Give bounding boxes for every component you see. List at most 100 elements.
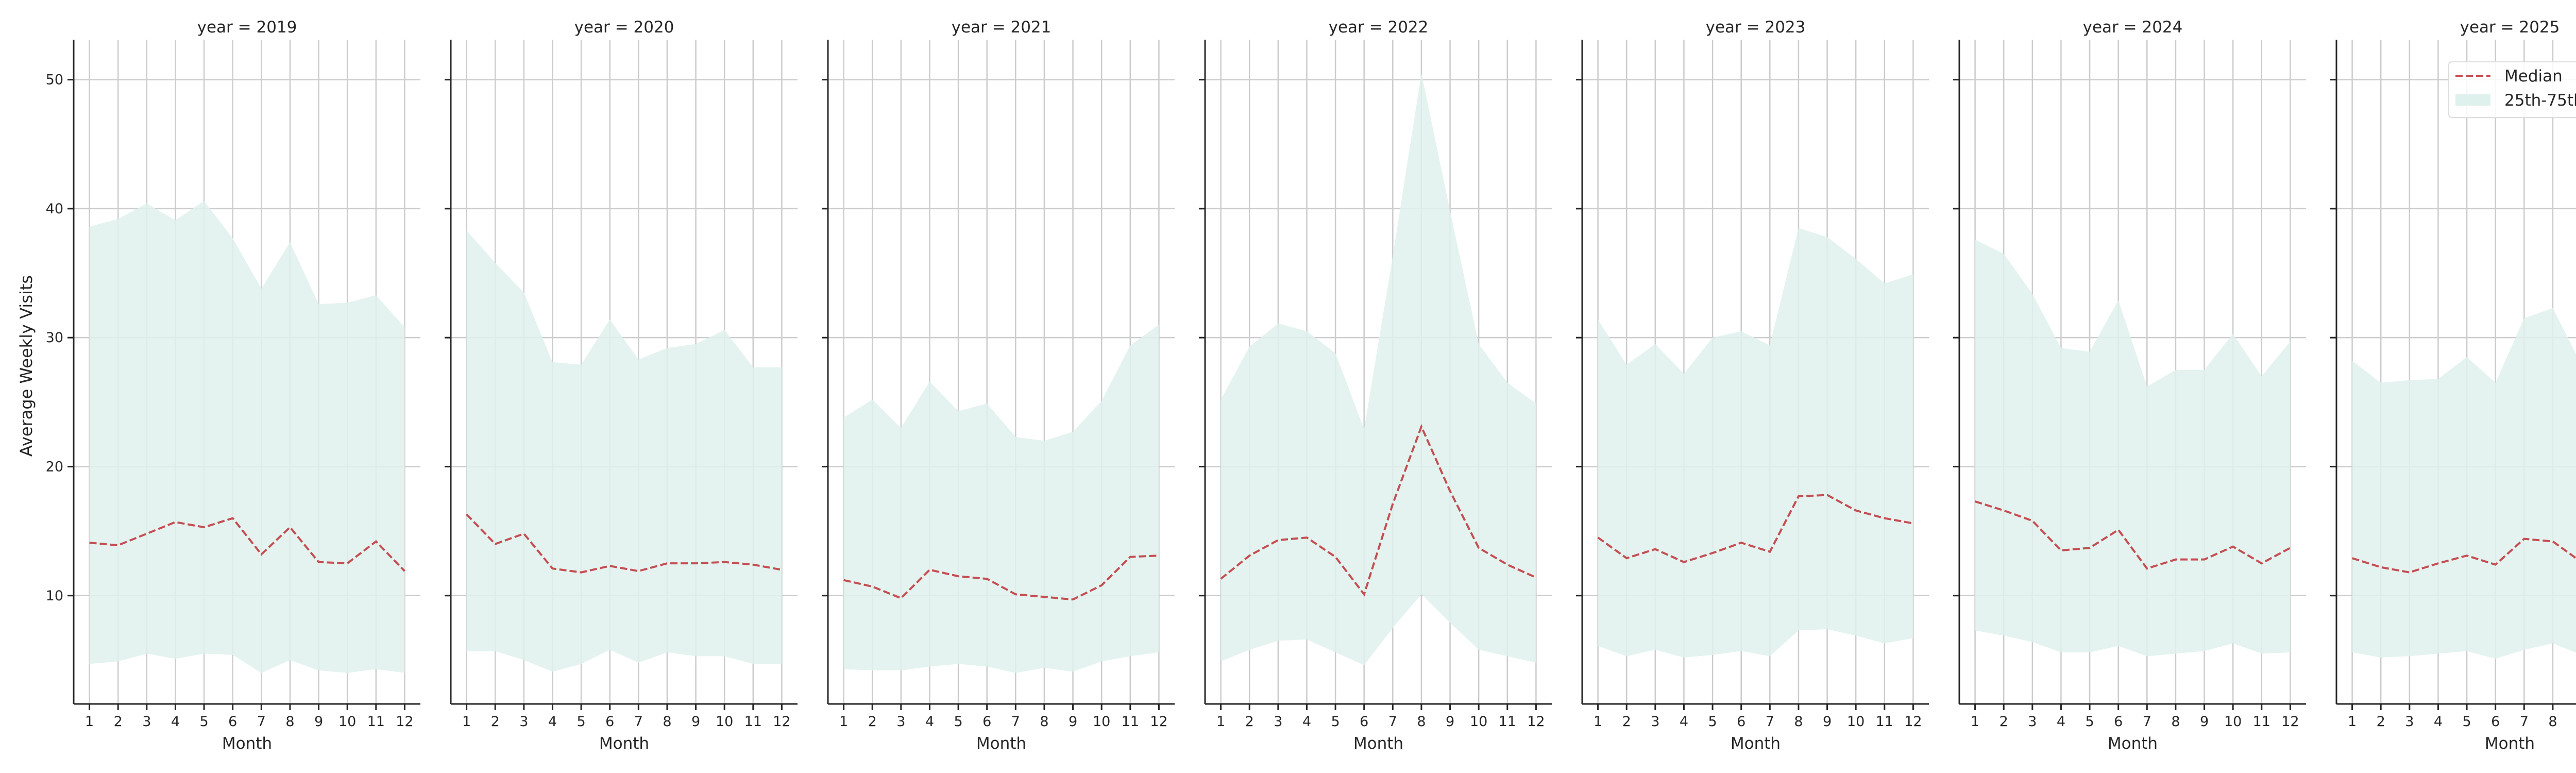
y-tick-label: 20 (46, 459, 63, 475)
x-tick-label: 12 (1150, 714, 1167, 730)
x-tick-label: 6 (1360, 714, 1368, 730)
x-tick-label: 12 (773, 714, 790, 730)
percentile-band (1598, 228, 1913, 658)
percentile-band (843, 325, 1159, 673)
x-tick-label: 4 (171, 714, 180, 730)
x-tick-label: 5 (1331, 714, 1340, 730)
x-tick-label: 5 (1708, 714, 1717, 730)
x-tick-label: 3 (2405, 714, 2414, 730)
legend-band-swatch (2455, 94, 2490, 106)
x-tick-label: 6 (982, 714, 991, 730)
legend-label-band: 25th-75th Percentile (2504, 91, 2576, 110)
x-tick-label: 10 (1093, 714, 1110, 730)
median-line (1220, 424, 1537, 597)
legend-label-median: Median (2504, 67, 2563, 86)
x-tick-label: 12 (1527, 714, 1545, 730)
median-line (466, 513, 782, 574)
x-tick-label: 9 (691, 714, 700, 730)
percentile-band (466, 230, 782, 672)
x-tick-label: 8 (2171, 714, 2180, 730)
x-tick-label: 5 (2462, 714, 2471, 730)
x-tick-label: 9 (1069, 714, 1077, 730)
panel-title: year = 2022 (1329, 18, 1429, 37)
x-tick-label: 12 (1904, 714, 1922, 730)
x-tick-label: 8 (2548, 714, 2557, 730)
x-tick-label: 12 (396, 714, 413, 730)
x-tick-label: 10 (716, 714, 733, 730)
x-tick-label: 3 (519, 714, 528, 730)
legend: Median 25th-75th Percentile (2448, 61, 2576, 118)
y-tick-label: 50 (46, 72, 63, 88)
y-tick-label: 40 (46, 201, 63, 217)
x-tick-label: 8 (1794, 714, 1803, 730)
percentile-band (89, 200, 405, 673)
panel-title: year = 2024 (2083, 18, 2183, 37)
panel-title: year = 2019 (197, 18, 297, 37)
x-axis-label: Month (976, 734, 1026, 753)
x-tick-label: 5 (954, 714, 962, 730)
x-tick-label: 1 (1216, 714, 1225, 730)
x-tick-label: 4 (925, 714, 934, 730)
x-tick-label: 7 (2143, 714, 2151, 730)
x-tick-label: 2 (868, 714, 877, 730)
x-tick-label: 11 (2253, 714, 2270, 730)
x-axis-label: Month (1353, 734, 1403, 753)
x-tick-label: 4 (1302, 714, 1311, 730)
x-tick-label: 6 (2491, 714, 2500, 730)
x-tick-label: 1 (1971, 714, 1979, 730)
median-line (1597, 494, 1913, 563)
panel-title: year = 2020 (574, 18, 674, 37)
x-tick-label: 7 (634, 714, 643, 730)
x-tick-label: 2 (1245, 714, 1254, 730)
x-tick-label: 11 (1122, 714, 1139, 730)
x-tick-label: 8 (663, 714, 671, 730)
x-axis-label: Month (1731, 734, 1781, 753)
x-tick-label: 1 (2348, 714, 2357, 730)
panel-title: year = 2023 (1706, 18, 1806, 37)
x-tick-label: 11 (1499, 714, 1516, 730)
percentile-band (2352, 308, 2576, 659)
x-tick-label: 6 (2114, 714, 2123, 730)
x-tick-label: 9 (1446, 714, 1454, 730)
x-tick-label: 7 (1766, 714, 1774, 730)
median-line (1974, 500, 2291, 570)
x-tick-label: 8 (1040, 714, 1048, 730)
x-axis-label: Month (222, 734, 272, 753)
x-tick-label: 1 (462, 714, 471, 730)
x-tick-label: 2 (2377, 714, 2385, 730)
x-tick-label: 9 (1823, 714, 1832, 730)
x-tick-label: 10 (2224, 714, 2242, 730)
x-tick-label: 2 (114, 714, 123, 730)
x-tick-label: 4 (548, 714, 557, 730)
median-line (2351, 537, 2576, 574)
x-tick-label: 10 (1847, 714, 1865, 730)
x-tick-label: 9 (2200, 714, 2209, 730)
x-tick-label: 3 (142, 714, 151, 730)
x-tick-label: 1 (1594, 714, 1602, 730)
percentile-band (1975, 239, 2291, 657)
x-tick-label: 7 (257, 714, 266, 730)
x-tick-label: 8 (1417, 714, 1426, 730)
x-tick-label: 7 (1011, 714, 1020, 730)
x-tick-label: 7 (1388, 714, 1397, 730)
x-axis-label: Month (2108, 734, 2158, 753)
x-tick-label: 2 (1999, 714, 2008, 730)
x-tick-label: 1 (85, 714, 94, 730)
x-tick-label: 5 (199, 714, 208, 730)
median-line (89, 517, 405, 572)
x-tick-label: 3 (1274, 714, 1282, 730)
x-tick-label: 1 (839, 714, 848, 730)
x-tick-label: 6 (605, 714, 614, 730)
x-tick-label: 6 (228, 714, 237, 730)
panel-title: year = 2025 (2460, 18, 2560, 37)
x-tick-label: 12 (2281, 714, 2299, 730)
x-tick-label: 4 (1680, 714, 1688, 730)
y-tick-label: 30 (46, 330, 63, 346)
x-tick-label: 11 (744, 714, 762, 730)
